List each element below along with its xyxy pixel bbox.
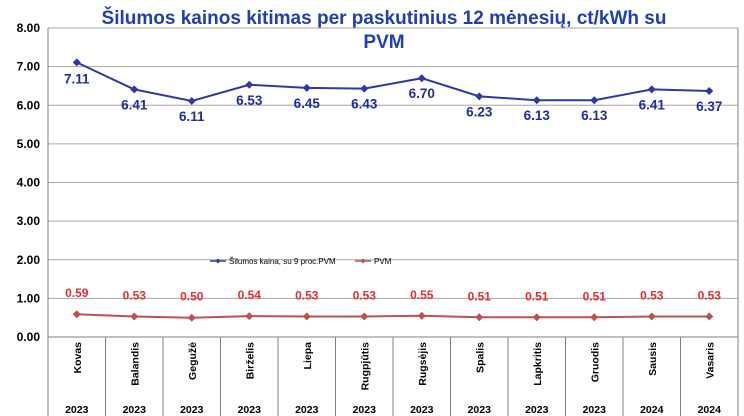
series-2-data-label: 0.53 [353,289,377,303]
legend-swatch-marker [360,258,366,264]
series-2-data-label: 0.53 [640,289,664,303]
series-1-data-label: 6.37 [696,99,722,114]
x-year-label: 2024 [640,404,664,416]
y-tick-label: 1.00 [17,291,41,305]
y-tick-label: 5.00 [17,137,41,151]
y-tick-label: 3.00 [17,214,41,228]
x-category-label: Spalis [474,342,486,373]
series-1-point [532,96,541,105]
legend: Šilumos kaina, su 9 proc.PVM PVM [210,257,392,266]
x-year-label: 2023 [180,404,204,416]
series-2-data-label: 0.53 [698,289,722,303]
series-1-point [245,80,254,89]
x-category-label: Balandis [129,342,141,386]
series-1-point [417,74,426,83]
series-1-point [647,85,656,94]
x-year-label: 2023 [238,404,262,416]
x-category-label: Rugsėjis [417,342,429,386]
series-1-data-label: 6.53 [236,93,263,108]
x-year-label: 2023 [353,404,377,416]
series-1-data-label: 6.41 [121,97,148,112]
x-category-label: Birželis [244,342,256,380]
series-2-point [705,312,714,321]
series-1-data-label: 6.13 [524,108,551,123]
series-1-point [130,85,139,94]
x-category-label: Lapkritis [532,342,544,386]
series-1-data-label: 7.11 [64,71,90,86]
x-year-label: 2023 [468,404,492,416]
series-2-data-label: 0.53 [295,289,319,303]
series-2-point [245,312,254,321]
series-1-point [590,96,599,105]
x-axis: Kovas 2023 Balandis 2023 Gegužė 2023 Birželis 2… [47,28,739,416]
x-category-label: Kovas [72,342,84,374]
series-2-data-label: 0.59 [65,286,89,300]
series-2-point [532,313,541,322]
series-2-data-label: 0.51 [525,289,549,303]
x-year-label: 2024 [698,404,722,416]
series-2-point [647,312,656,321]
series-2-point [130,312,139,321]
y-tick-label: 4.00 [17,176,41,190]
series-1-point [360,84,369,93]
series-1-data-label: 6.23 [466,104,493,119]
series-1-data-label: 6.13 [581,108,608,123]
series-1-data-label: 6.70 [409,86,435,101]
series-1-point [705,86,714,95]
x-year-label: 2023 [295,404,319,416]
x-year-label: 2023 [583,404,607,416]
series-line-1 [76,61,710,103]
chart-title-line-2: PVM [363,32,404,53]
x-category-label: Sausis [647,342,659,376]
x-year-label: 2023 [410,404,434,416]
series-1-point [187,97,196,106]
series-1-data-label: 6.11 [179,109,205,124]
data-labels: 7.11 6.41 6.11 6.53 6.45 6.43 6.70 6.23 6.13 6.13… [64,71,722,303]
x-category-label: Rugpjūtis [359,342,371,391]
x-category-label: Gegužė [187,342,199,380]
y-tick-label: 2.00 [17,253,41,267]
y-tick-label: 0.00 [17,330,41,344]
series-1-data-label: 6.43 [351,97,378,112]
x-category-label: Liepa [302,342,314,370]
series-2-data-label: 0.51 [583,289,607,303]
series-2-point [187,313,196,322]
y-axis-tick-labels: 0.00 1.00 2.00 3.00 4.00 5.00 6.00 7.00 8.00 [17,21,41,344]
x-year-label: 2023 [525,404,549,416]
legend-swatch-marker [215,258,221,264]
series-2-data-label: 0.55 [410,288,434,302]
series-2-point [302,312,311,321]
x-category-label: Vasaris [704,342,716,379]
legend-entry: Šilumos kaina, su 9 proc.PVM [229,257,336,266]
series-1-data-label: 6.45 [294,96,321,111]
series-2-point [590,313,599,322]
series-1-point [475,92,484,101]
series-1-point [302,83,311,92]
chart-title-line-1: Šilumos kainos kitimas per paskutinius 1… [102,7,667,29]
x-category-label: Gruodis [589,342,601,382]
series-2-point [360,312,369,321]
x-year-label: 2023 [123,404,147,416]
series-line-2 [76,313,710,319]
series-2-data-label: 0.54 [238,288,262,302]
series-2-point [417,311,426,320]
y-tick-label: 7.00 [17,60,41,74]
series-1-point [72,58,81,67]
series-2-point [72,310,81,319]
legend-entry: PVM [374,257,392,266]
y-tick-label: 8.00 [17,21,41,35]
series-1-data-label: 6.41 [639,97,666,112]
y-tick-label: 6.00 [17,98,41,112]
series-group [72,58,714,322]
x-year-label: 2023 [65,404,89,416]
series-2-point [475,313,484,322]
chart-title: Šilumos kainos kitimas per paskutinius 1… [102,7,667,53]
series-2-data-label: 0.50 [180,290,204,304]
gridlines [48,27,738,338]
series-2-data-label: 0.53 [123,289,147,303]
series-2-data-label: 0.51 [468,289,492,303]
